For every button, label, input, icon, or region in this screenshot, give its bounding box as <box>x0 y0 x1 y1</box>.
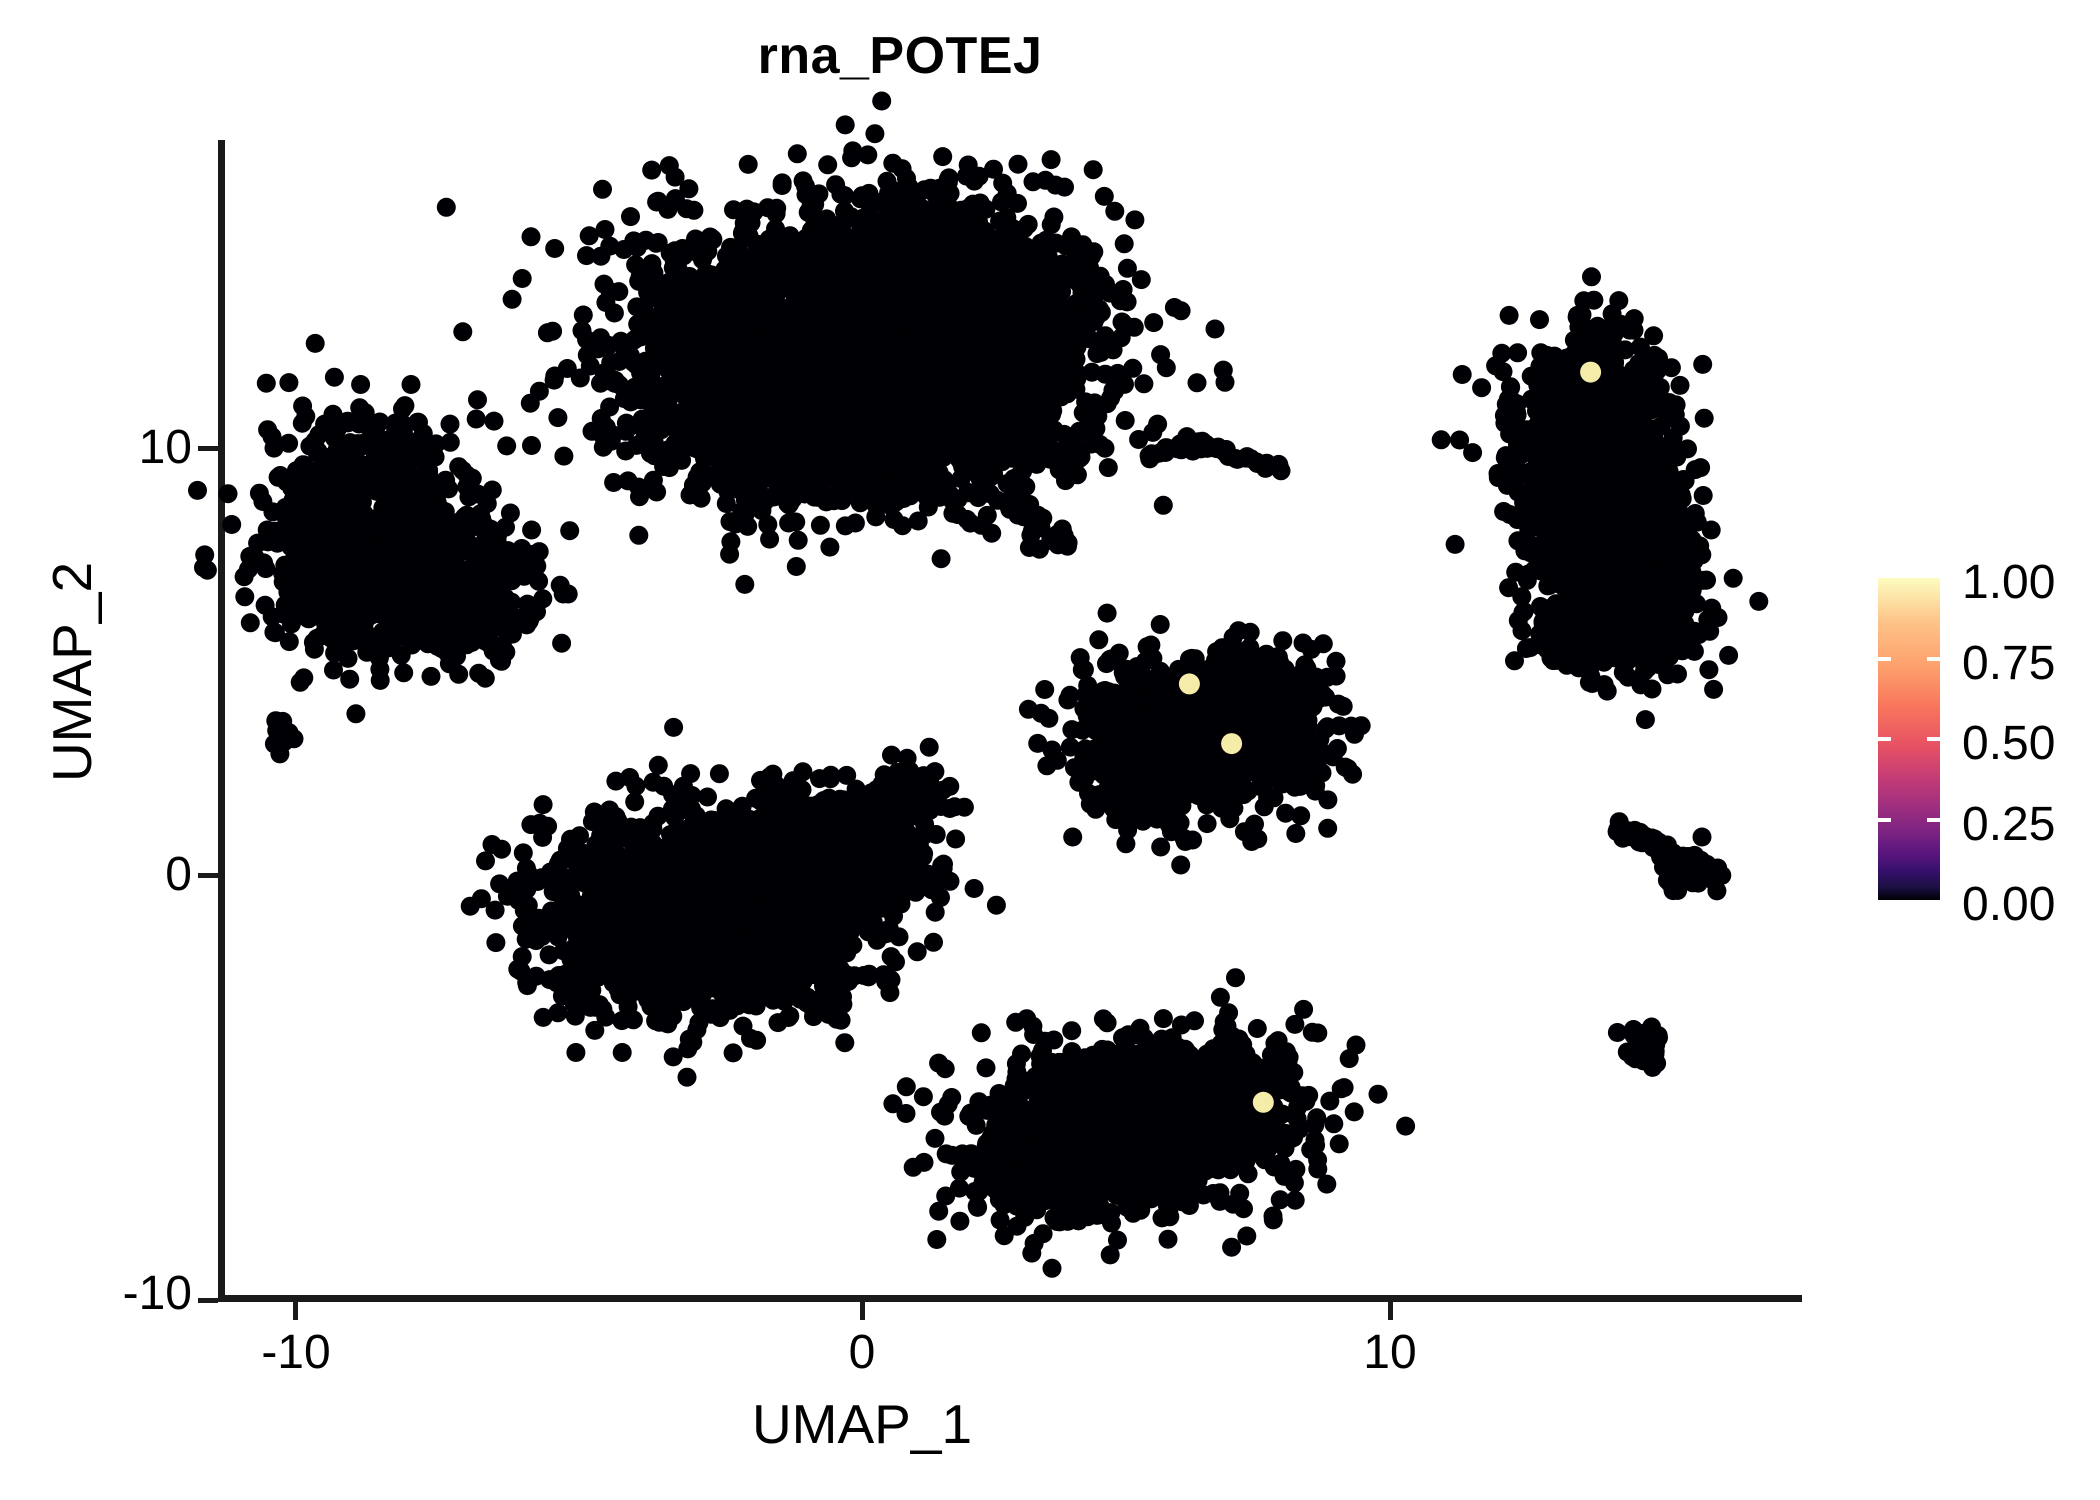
x-tick-label-0: 0 <box>848 1326 876 1379</box>
colorbar-label-0-00: 0.00 <box>1962 878 2056 931</box>
colorbar-tick-0-25-left <box>1878 818 1891 822</box>
y-tick-mark-neg10 <box>198 1298 218 1303</box>
colorbar-legend <box>1878 578 1940 900</box>
y-tick-label-10: 10 <box>138 421 192 474</box>
colorbar-tick-0-50-left <box>1878 737 1891 741</box>
colorbar-label-0-75: 0.75 <box>1962 637 2056 690</box>
colorbar-tick-0-75-left <box>1878 657 1891 661</box>
colorbar-label-0-50: 0.50 <box>1962 717 2056 770</box>
y-tick-mark-10 <box>198 446 218 451</box>
highlighted-point-0 <box>1178 673 1200 695</box>
x-tick-mark-0 <box>860 1300 865 1320</box>
x-tick-label-neg10: -10 <box>261 1326 331 1379</box>
x-tick-mark-10 <box>1388 1300 1393 1320</box>
x-axis-line <box>218 1295 1802 1302</box>
page-title: rna_POTEJ <box>757 27 1043 85</box>
colorbar-tick-0-25-right <box>1927 818 1940 822</box>
highlighted-point-3 <box>1580 361 1602 383</box>
colorbar-label-1-00: 1.00 <box>1962 556 2056 609</box>
y-tick-label-neg10: -10 <box>122 1267 192 1320</box>
y-tick-mark-0 <box>198 873 218 878</box>
colorbar-tick-0-50-right <box>1927 737 1940 741</box>
y-tick-label-0: 0 <box>165 848 192 901</box>
colorbar-label-0-25: 0.25 <box>1962 798 2056 851</box>
x-tick-mark-neg10 <box>293 1300 298 1320</box>
x-axis-label: UMAP_1 <box>751 1393 973 1455</box>
y-axis-line <box>218 140 225 1301</box>
y-axis-label: UMAP_2 <box>41 561 103 783</box>
colorbar-tick-0-75-right <box>1927 657 1940 661</box>
highlighted-point-1 <box>1221 733 1243 755</box>
highlighted-point-2 <box>1252 1091 1274 1113</box>
x-tick-label-10: 10 <box>1363 1326 1417 1379</box>
